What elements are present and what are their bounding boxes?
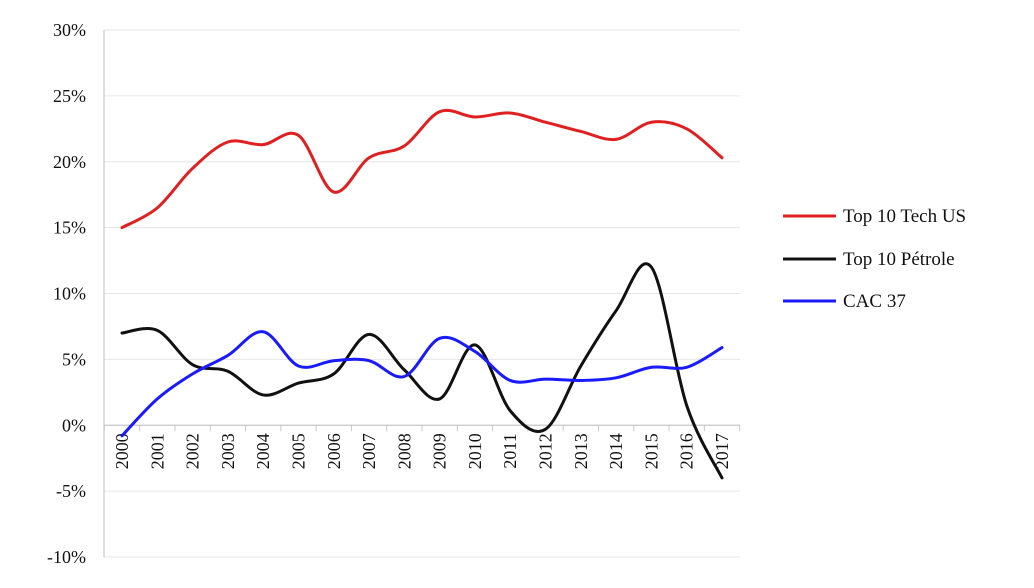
axes <box>103 30 741 557</box>
x-tick-label: 2011 <box>500 433 520 468</box>
y-tick-label: -5% <box>56 481 86 501</box>
x-tick-label: 2006 <box>324 433 344 469</box>
series-line-cac-37 <box>120 330 724 438</box>
x-tick-label: 2005 <box>288 433 308 469</box>
y-tick-label: 15% <box>53 218 86 238</box>
series-line-top-10-p-trole <box>120 262 724 480</box>
x-tick-label: 2014 <box>606 433 626 469</box>
x-tick-label: 2017 <box>712 433 732 469</box>
y-axis-tick-labels: 30% 25% 20% 15% 10% 5% 0% -5% -10% <box>47 20 86 567</box>
x-tick-label: 2001 <box>147 433 167 469</box>
x-tick-label: 2015 <box>641 433 661 469</box>
x-tick-label: 2012 <box>536 433 556 469</box>
y-tick-label: 20% <box>53 152 86 172</box>
x-tick-label: 2004 <box>253 433 273 469</box>
x-tick-label: 2010 <box>465 433 485 469</box>
legend: Top 10 Tech US Top 10 Pétrole CAC 37 <box>783 206 966 312</box>
x-tick-label: 2008 <box>394 433 414 469</box>
legend-label: Top 10 Pétrole <box>843 249 955 270</box>
x-tick-label: 2013 <box>571 433 591 469</box>
x-tick-label: 2007 <box>359 433 379 469</box>
y-tick-label: 0% <box>62 415 86 435</box>
legend-label: Top 10 Tech US <box>843 206 966 227</box>
x-tick-label: 2003 <box>218 433 238 469</box>
x-tick-label: 2000 <box>112 433 132 469</box>
y-tick-label: 10% <box>53 284 86 304</box>
y-tick-label: 30% <box>53 20 86 40</box>
x-tick-label: 2002 <box>183 433 203 469</box>
series-line-top-10-tech-us <box>120 108 724 230</box>
y-tick-label: 5% <box>62 349 86 369</box>
legend-label: CAC 37 <box>843 291 906 312</box>
x-tick-label: 2009 <box>430 433 450 469</box>
x-tick-label: 2016 <box>677 433 697 469</box>
gridlines <box>104 29 740 558</box>
series-lines <box>120 108 724 480</box>
y-tick-label: -10% <box>47 547 86 567</box>
x-axis-tick-labels: 2000 2001 2002 2003 2004 2005 2006 2007 2008 2009… <box>112 433 732 469</box>
y-tick-label: 25% <box>53 86 86 106</box>
